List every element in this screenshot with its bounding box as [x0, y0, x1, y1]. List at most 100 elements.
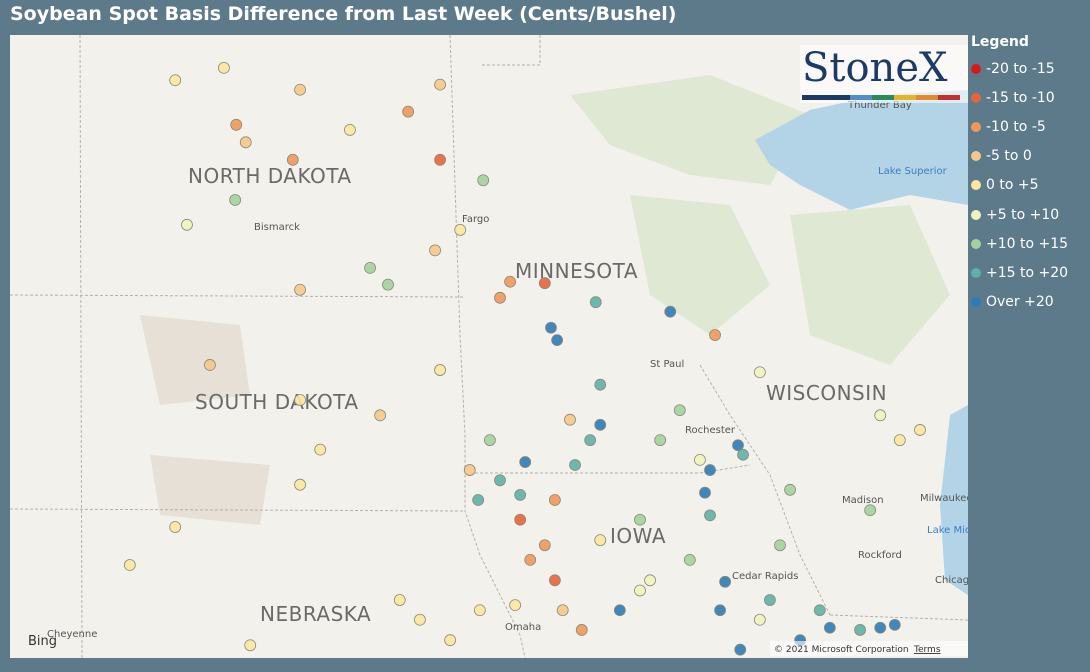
basis-point — [564, 413, 576, 426]
basis-point — [181, 218, 193, 231]
basis-point — [314, 443, 327, 456]
basis-point — [584, 434, 597, 447]
basis-point — [732, 439, 744, 452]
basis-point — [294, 394, 306, 406]
city-label: Thunder Bay — [847, 100, 912, 111]
city-label: Rockford — [858, 550, 902, 561]
basis-point — [854, 624, 866, 636]
basis-point — [402, 105, 415, 118]
basis-point — [714, 604, 726, 617]
basis-point — [594, 534, 607, 547]
basis-point — [477, 174, 490, 187]
basis-point — [434, 78, 446, 91]
legend-label: -5 to 0 — [986, 148, 1032, 165]
legend-label: -15 to -10 — [986, 89, 1055, 106]
legend-item: +15 to +20 — [971, 258, 1089, 287]
basis-point — [494, 474, 506, 487]
basis-point — [519, 456, 532, 468]
state-label: NEBRASKA — [260, 602, 371, 626]
basis-point — [494, 291, 506, 304]
basis-point — [874, 621, 887, 634]
basis-point — [704, 509, 716, 522]
legend-item: -10 to -5 — [971, 112, 1089, 141]
legend-label: 0 to +5 — [986, 177, 1039, 194]
state-label: MINNESOTA — [515, 259, 638, 283]
basis-point — [538, 539, 551, 552]
logo-bar — [802, 95, 960, 100]
points — [123, 61, 926, 656]
basis-point — [382, 278, 394, 291]
basis-point — [169, 521, 182, 533]
legend-item: -5 to 0 — [971, 142, 1089, 171]
legend-swatch — [971, 209, 981, 220]
basis-point — [509, 599, 522, 612]
basis-point — [429, 244, 441, 257]
legend-label: -20 to -15 — [986, 60, 1055, 77]
basis-point — [393, 594, 406, 606]
legend-label: +5 to +10 — [986, 206, 1060, 223]
basis-point — [286, 153, 299, 166]
basis-point — [753, 613, 766, 626]
basis-point — [244, 639, 257, 652]
city-label: Rochester — [685, 425, 736, 436]
city-label: Cedar Rapids — [732, 571, 798, 582]
basis-point — [734, 643, 747, 656]
state-label: SOUTH DAKOTA — [195, 390, 359, 414]
basis-point — [874, 409, 887, 422]
legend-swatch — [971, 267, 981, 278]
legend-swatch — [971, 63, 981, 74]
city-label: Cheyenne — [47, 629, 97, 640]
basis-point — [634, 513, 646, 526]
basis-point — [699, 486, 711, 499]
page-title: Soybean Spot Basis Difference from Last … — [10, 3, 677, 25]
basis-point — [704, 464, 716, 476]
copyright: © 2021 Microsoft Corporation — [774, 645, 909, 655]
basis-point — [374, 409, 387, 422]
legend-swatch — [971, 121, 981, 132]
legend-item: -20 to -15 — [971, 54, 1089, 83]
map: NORTH DAKOTA SOUTH DAKOTA NEBRASKA MINNE… — [10, 35, 968, 658]
basis-point — [719, 575, 732, 588]
basis-point — [673, 404, 686, 417]
legend-item: +5 to +10 — [971, 200, 1089, 229]
legend-swatch — [971, 92, 981, 103]
basis-point — [344, 124, 356, 136]
city-label: Bismarck — [254, 222, 300, 233]
city-label: Milwaukee — [920, 493, 968, 504]
legend-swatch — [971, 297, 981, 308]
basis-point — [123, 559, 136, 571]
basis-point — [204, 359, 216, 371]
basis-point — [613, 604, 626, 617]
legend-item: Over +20 — [971, 288, 1089, 317]
basis-point — [514, 488, 527, 501]
basis-point — [230, 118, 243, 131]
basis-point — [473, 604, 486, 617]
lakes — [755, 90, 968, 595]
basis-point — [484, 434, 496, 447]
legend-swatch — [971, 180, 981, 191]
legend-label: +10 to +15 — [986, 235, 1069, 252]
legend-label: -10 to -5 — [986, 118, 1046, 135]
basis-point — [864, 504, 877, 517]
bing-logo: Bing — [28, 634, 57, 649]
legend-label: +15 to +20 — [986, 264, 1069, 281]
basis-point — [664, 305, 677, 318]
legend-label: Over +20 — [986, 294, 1054, 311]
logo: StoneX — [802, 45, 948, 91]
state-label: WISCONSIN — [766, 381, 887, 405]
lake-label: Lake Michigan — [927, 525, 968, 536]
basis-point — [589, 296, 602, 309]
basis-point — [823, 621, 836, 634]
terrain — [140, 75, 950, 525]
basis-point — [764, 594, 776, 606]
basis-point — [545, 321, 557, 334]
terms-link[interactable]: Terms — [913, 645, 941, 655]
basis-point — [709, 329, 721, 341]
basis-point — [774, 539, 786, 552]
state-label: IOWA — [610, 524, 666, 548]
basis-point — [434, 364, 446, 376]
basis-point — [504, 275, 516, 288]
basis-point — [169, 74, 182, 87]
basis-point — [434, 153, 446, 166]
